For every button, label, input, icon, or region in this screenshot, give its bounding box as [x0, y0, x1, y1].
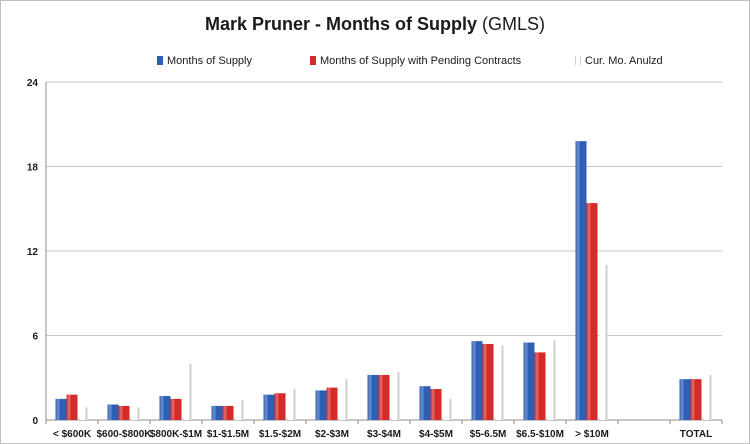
legend-label-cur-mo-anulzd: Cur. Mo. Anulzd	[585, 55, 663, 67]
x-tick-label: $6.5-$10M	[516, 429, 564, 440]
bar-months-of-supply	[679, 379, 691, 420]
legend-swatch-cur-mo-anulzd	[575, 56, 581, 65]
bar-pending-contracts	[274, 393, 286, 420]
legend-swatch-months-of-supply	[157, 56, 163, 65]
bar-cur-mo-anulzd	[703, 374, 711, 420]
bar-months-of-supply	[211, 405, 223, 420]
bar-pending-contracts	[66, 394, 78, 420]
x-tick-label: $4-$5M	[419, 429, 453, 440]
bar-pending-contracts	[430, 389, 442, 420]
bar-cur-mo-anulzd	[495, 345, 503, 420]
bar-pending-contracts	[170, 398, 182, 420]
legend-swatch-pending-contracts	[310, 56, 316, 65]
chart-title: Mark Pruner - Months of Supply (GMLS)	[0, 14, 750, 35]
y-tick-label: 6	[32, 332, 38, 343]
x-tick-label: < $600K	[53, 429, 92, 440]
bar-months-of-supply-shine	[368, 374, 372, 420]
bar-pending-contracts	[378, 374, 390, 420]
bar-months-of-supply	[575, 141, 587, 420]
y-tick-label: 18	[27, 163, 39, 174]
bar-months-of-supply-shine	[56, 398, 60, 420]
legend-label-months-of-supply: Months of Supply	[167, 55, 252, 67]
bar-months-of-supply	[523, 342, 535, 420]
legend-item-months-of-supply: Months of Supply	[157, 55, 252, 67]
bar-pending-contracts-shine	[327, 387, 331, 420]
y-tick-label: 12	[27, 247, 39, 258]
bar-cur-mo-anulzd	[547, 339, 555, 420]
x-tick-label: $2-$3M	[315, 429, 349, 440]
bar-months-of-supply	[471, 341, 483, 420]
bar-cur-mo-anulzd	[443, 398, 451, 420]
bar-months-of-supply	[315, 390, 327, 420]
bar-months-of-supply-shine	[264, 394, 268, 420]
chart-legend: Months of Supply Months of Supply with P…	[0, 55, 750, 71]
bar-months-of-supply-shine	[420, 386, 424, 420]
bar-cur-mo-anulzd	[391, 372, 399, 420]
y-tick-label: 0	[32, 416, 38, 427]
bar-months-of-supply-shine	[524, 342, 528, 420]
bar-cur-mo-anulzd	[599, 265, 607, 420]
bar-months-of-supply	[367, 374, 379, 420]
bar-pending-contracts	[326, 387, 338, 420]
bar-months-of-supply	[159, 396, 171, 420]
bar-pending-contracts-shine	[691, 379, 695, 420]
bar-pending-contracts-shine	[171, 398, 175, 420]
bar-pending-contracts	[482, 343, 494, 420]
bar-pending-contracts	[690, 379, 702, 420]
legend-label-pending-contracts: Months of Supply with Pending Contracts	[320, 55, 522, 67]
x-tick-label: $600-$800K	[96, 429, 152, 440]
x-tick-label: $3-$4M	[367, 429, 401, 440]
chart-title-suffix: (GMLS)	[482, 14, 546, 34]
chart-title-main: Mark Pruner - Months of Supply	[204, 14, 477, 34]
x-tick-label: $5-6.5M	[470, 429, 507, 440]
x-tick-label: TOTAL	[680, 429, 712, 440]
bar-months-of-supply-shine	[472, 341, 476, 420]
bar-months-of-supply	[107, 404, 119, 420]
bar-pending-contracts	[222, 405, 234, 420]
bar-pending-contracts-shine	[223, 405, 227, 420]
y-tick-label: 24	[27, 78, 39, 89]
bar-pending-contracts-shine	[379, 374, 383, 420]
bar-cur-mo-anulzd	[235, 400, 243, 420]
bar-cur-mo-anulzd	[183, 363, 191, 420]
bar-months-of-supply-shine	[576, 141, 580, 420]
bar-pending-contracts-shine	[483, 343, 487, 420]
bar-months-of-supply-shine	[108, 404, 112, 420]
x-tick-label: $800K-$1M	[150, 429, 202, 440]
bar-cur-mo-anulzd	[287, 389, 295, 420]
bar-pending-contracts	[534, 352, 546, 420]
bar-pending-contracts-shine	[119, 405, 123, 420]
legend-item-cur-mo-anulzd: Cur. Mo. Anulzd	[575, 55, 663, 67]
x-tick-label: $1.5-$2M	[259, 429, 301, 440]
bar-pending-contracts-shine	[535, 352, 539, 420]
bar-months-of-supply-shine	[680, 379, 684, 420]
bar-pending-contracts-shine	[587, 203, 591, 420]
bar-months-of-supply	[263, 394, 275, 420]
bar-months-of-supply-shine	[160, 396, 164, 420]
bar-pending-contracts-shine	[275, 393, 279, 420]
bar-pending-contracts	[118, 405, 130, 420]
bar-cur-mo-anulzd	[339, 379, 347, 420]
bar-pending-contracts-shine	[431, 389, 435, 420]
legend-item-pending-contracts: Months of Supply with Pending Contracts	[310, 55, 521, 67]
bar-months-of-supply	[55, 398, 67, 420]
bar-months-of-supply	[419, 386, 431, 420]
bar-months-of-supply-shine	[316, 390, 320, 420]
bar-pending-contracts	[586, 203, 598, 420]
x-tick-label: > $10M	[575, 429, 609, 440]
bar-pending-contracts-shine	[67, 394, 71, 420]
bar-cur-mo-anulzd	[131, 407, 139, 420]
bar-months-of-supply-shine	[212, 405, 216, 420]
x-tick-label: $1-$1.5M	[207, 429, 249, 440]
bar-cur-mo-anulzd	[79, 407, 87, 420]
